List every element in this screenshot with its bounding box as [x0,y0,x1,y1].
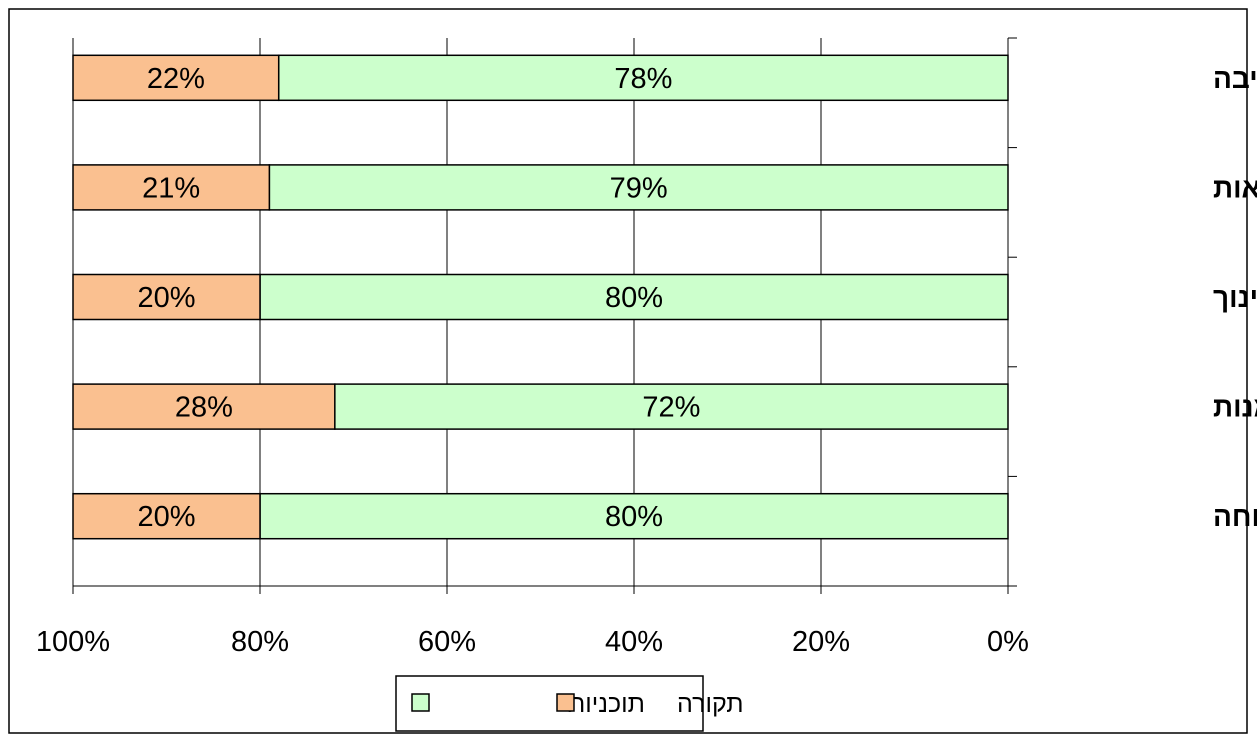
bar-segment [277,54,1009,102]
x-tick-label: 100% [36,626,110,658]
legend-swatch [411,693,430,712]
category-label: שירותי רווחה [1213,501,1257,532]
bar-data-label: 22% [147,63,205,95]
bar-data-label: 78% [614,63,672,95]
bar-segment [72,54,280,102]
category-label: טבע וסביבה [1213,63,1257,94]
legend: תוכניות תקורה [395,675,743,732]
bar-data-label: 79% [610,172,668,204]
bar-segment [259,492,1009,540]
legend-entry: תקורה [677,690,743,718]
legend-entry: תוכניות [568,690,645,718]
bar-data-label: 80% [605,282,663,314]
bar-segment [72,492,261,540]
bar-segment [72,164,271,211]
x-tick-label: 80% [231,626,289,658]
category-label: חינוך [1213,282,1257,313]
bar-data-label: 21% [142,172,200,204]
category-label: תרבות ואמנות [1213,392,1257,423]
bar-data-label: 72% [642,392,700,424]
bar-data-label: 28% [175,392,233,424]
category-label: בריאות [1213,172,1257,203]
bar-data-label: 20% [137,282,195,314]
x-tick-label: 0% [987,626,1029,658]
bar-segment [259,273,1009,321]
bar-data-label: 80% [605,501,663,533]
bar-segment [268,164,1009,211]
x-tick-label: 60% [418,626,476,658]
x-tick-label: 20% [792,626,850,658]
legend-box [395,675,704,732]
x-tick-label: 40% [605,626,663,658]
bar-data-label: 20% [137,501,195,533]
bar-segment [72,273,261,321]
bar-segment [72,383,336,430]
plot-area: 0% 20% 40% 60% 80% 100% 78% 22% טבע וסביבה 79% 21%… [36,37,1257,658]
legend-swatch [556,693,575,712]
